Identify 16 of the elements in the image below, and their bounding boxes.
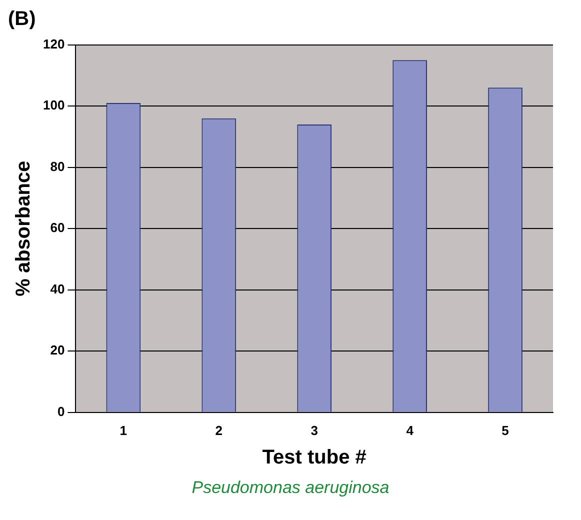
y-tick-label: 40	[50, 281, 65, 296]
y-tick-label: 80	[50, 158, 65, 174]
x-tick-label: 5	[502, 422, 509, 438]
x-tick-label: 3	[310, 422, 318, 438]
y-tick-label: 100	[42, 98, 65, 113]
x-axis-title: Test tube #	[262, 446, 366, 469]
y-tick-label: 20	[50, 342, 65, 358]
chart-title: (B)	[8, 8, 37, 32]
x-tick-label: 2	[215, 422, 222, 438]
y-tick-label: 120	[42, 36, 65, 52]
y-axis-title: % absorbance	[12, 160, 35, 296]
y-tick-label: 0	[57, 404, 65, 419]
y-tick-label: 60	[50, 220, 65, 236]
x-tick-label: 4	[406, 422, 414, 438]
x-tick-label: 1	[120, 422, 128, 438]
text: Pseudomonas aeruginosa	[190, 478, 390, 498]
